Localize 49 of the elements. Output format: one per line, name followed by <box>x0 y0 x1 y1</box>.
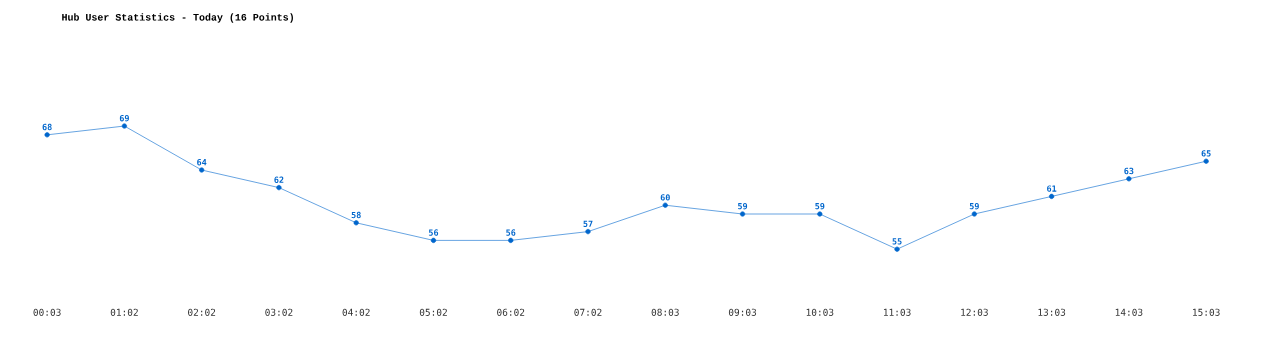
chart-title: Hub User Statistics - Today (16 Points) <box>62 13 293 23</box>
x-tick-label: 10:03 <box>806 308 834 316</box>
point <box>894 246 900 252</box>
point <box>1049 193 1055 199</box>
data-label: 69 <box>119 114 129 122</box>
point <box>585 229 591 235</box>
x-tick-label: 03:02 <box>265 308 293 316</box>
x-tick-label: 13:03 <box>1038 308 1066 316</box>
point <box>1126 176 1132 182</box>
data-label: 59 <box>969 202 979 210</box>
point <box>1203 158 1209 164</box>
point <box>508 237 514 243</box>
x-tick-label: 15:03 <box>1193 308 1220 316</box>
x-tick-label: 01:02 <box>110 308 138 316</box>
point <box>353 220 359 226</box>
data-label: 56 <box>428 229 439 236</box>
point <box>430 237 437 243</box>
data-label: 64 <box>197 158 207 166</box>
point <box>739 211 746 217</box>
point <box>44 132 50 138</box>
point <box>199 167 205 173</box>
x-tick-label: 05:02 <box>419 308 447 316</box>
data-label: 65 <box>1201 150 1211 157</box>
x-tick-label: 04:02 <box>342 308 370 316</box>
point <box>662 202 668 208</box>
data-label: 61 <box>1047 185 1057 192</box>
x-tick-label: 12:03 <box>961 308 988 316</box>
data-label: 58 <box>351 211 361 219</box>
data-label: 57 <box>583 220 593 227</box>
data-label: 55 <box>892 238 902 245</box>
x-tick-label: 09:03 <box>728 308 757 316</box>
data-label: 63 <box>1124 167 1134 175</box>
x-tick-label: 08:03 <box>651 308 679 316</box>
point <box>121 123 127 129</box>
data-label: 60 <box>660 194 670 201</box>
point <box>817 211 823 217</box>
x-tick-label: 11:03 <box>883 308 911 316</box>
data-label: 59 <box>738 202 748 210</box>
data-label: 62 <box>274 176 284 183</box>
x-tick-label: 00:03 <box>33 308 61 316</box>
point <box>276 185 282 191</box>
x-tick-label: 07:02 <box>574 308 602 316</box>
data-label: 59 <box>815 202 825 210</box>
x-tick-label: 14:03 <box>1115 308 1143 316</box>
x-tick-label: 06:02 <box>497 308 525 316</box>
data-label: 68 <box>42 123 52 131</box>
point <box>971 211 977 217</box>
data-label: 56 <box>506 229 516 236</box>
x-tick-label: 02:02 <box>188 308 216 316</box>
